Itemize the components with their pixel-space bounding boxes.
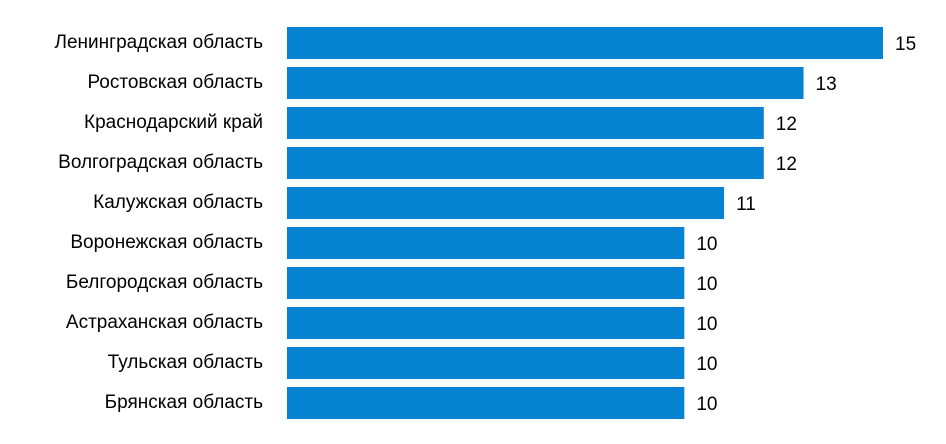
bar (287, 67, 804, 99)
value-label: 11 (736, 194, 756, 215)
category-label: Калужская область (93, 192, 263, 213)
value-label: 15 (895, 34, 916, 55)
category-label: Волгоградская область (58, 152, 263, 173)
value-label: 10 (696, 234, 717, 255)
bar (287, 107, 764, 139)
bar (287, 147, 764, 179)
category-label: Белгородская область (66, 272, 263, 293)
bar (287, 307, 685, 339)
value-label: 13 (816, 74, 837, 95)
category-label: Краснодарский край (84, 112, 263, 133)
bar (287, 387, 685, 419)
category-label: Ростовская область (87, 72, 263, 93)
value-label: 12 (776, 154, 797, 175)
bar (287, 227, 685, 259)
value-label: 10 (696, 274, 717, 295)
category-label: Ленинградская область (55, 32, 264, 53)
category-label: Тульская область (108, 352, 263, 373)
bar (287, 347, 685, 379)
value-label: 10 (696, 394, 717, 415)
bar (287, 187, 725, 219)
category-label: Воронежская область (70, 232, 263, 253)
category-label: Астраханская область (66, 312, 263, 333)
value-label: 10 (696, 314, 717, 335)
bar (287, 267, 685, 299)
category-label: Брянская область (105, 392, 263, 413)
value-label: 10 (696, 354, 717, 375)
bar (287, 27, 883, 59)
value-label: 12 (776, 114, 797, 135)
